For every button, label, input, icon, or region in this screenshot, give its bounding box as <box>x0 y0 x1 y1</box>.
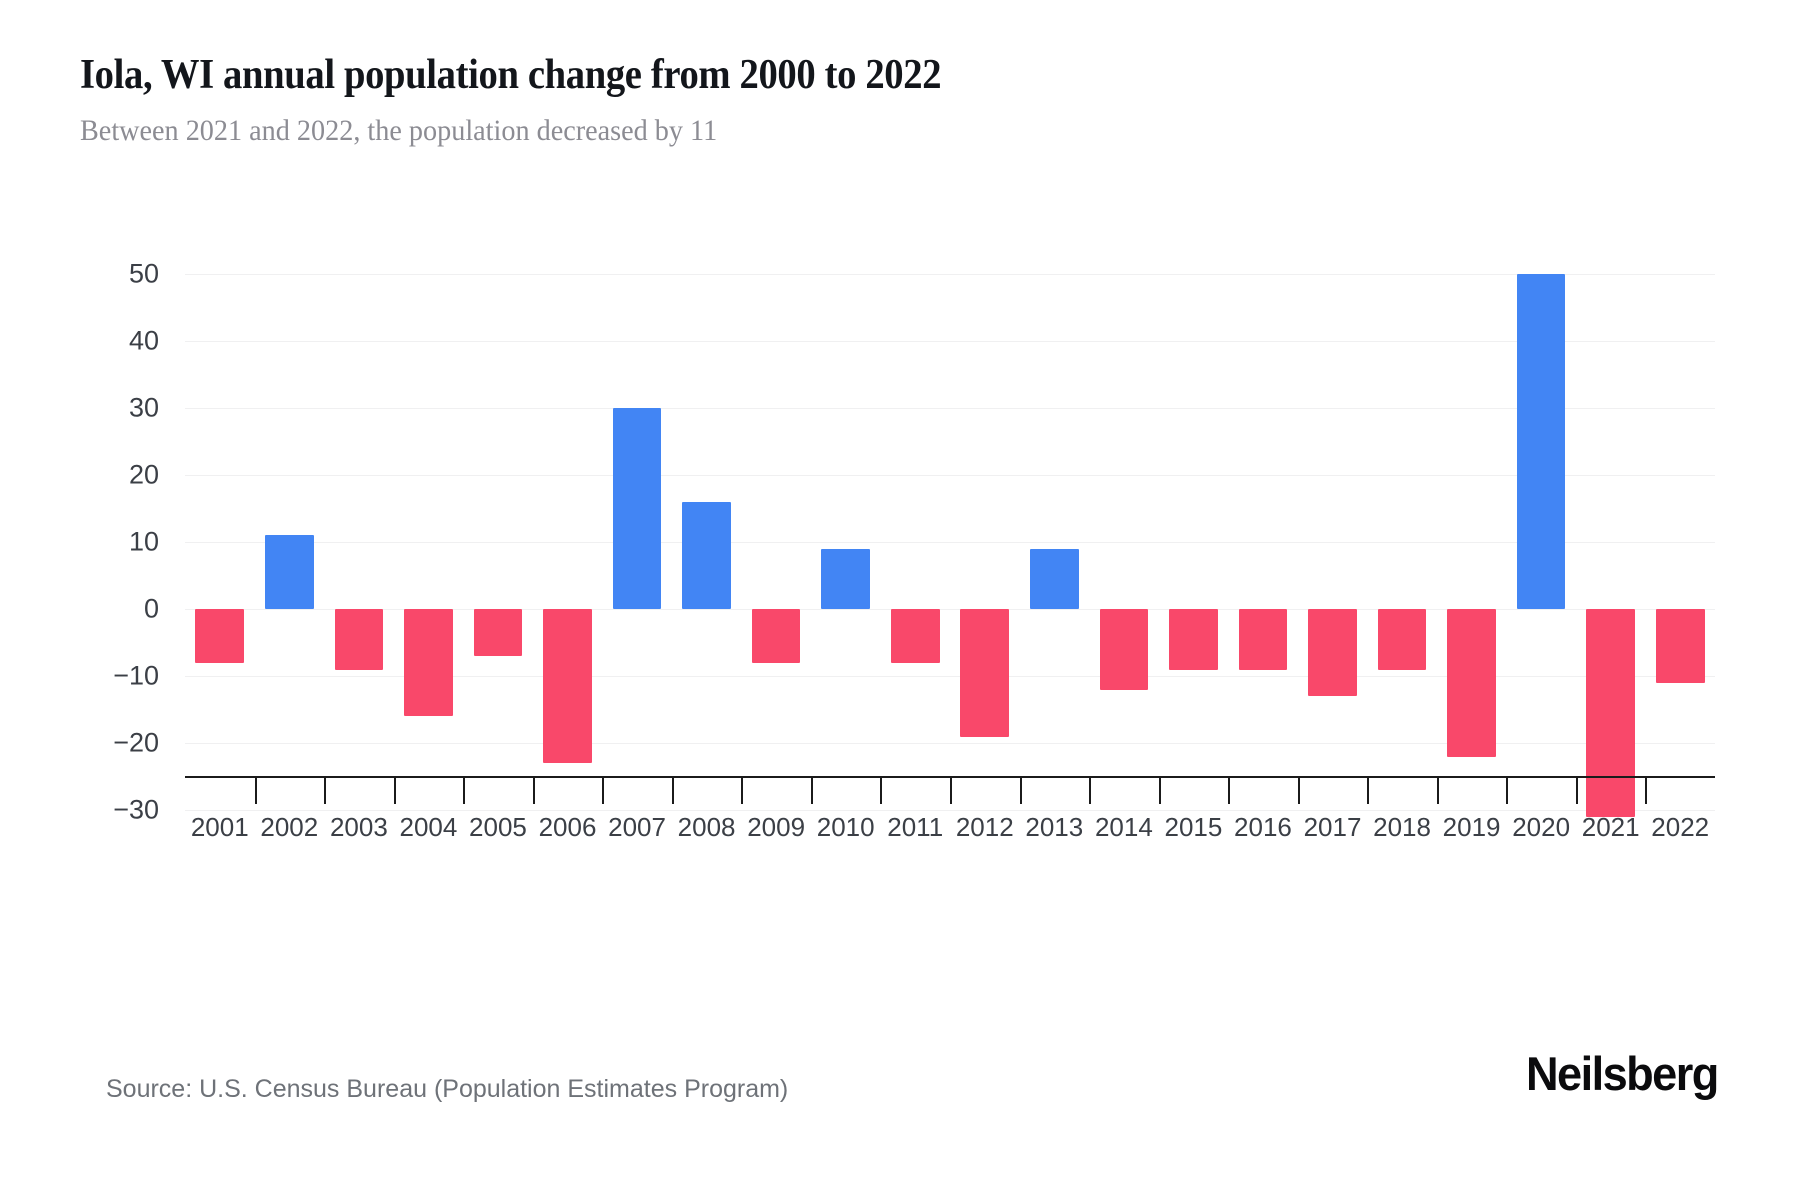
gridline <box>185 676 1715 678</box>
page-title: Iola, WI annual population change from 2… <box>80 52 942 98</box>
bar-2022[interactable] <box>1655 609 1705 683</box>
x-axis-tick <box>254 778 257 804</box>
gridline <box>185 407 1715 409</box>
y-axis-tick-label: 30 <box>128 392 159 423</box>
x-axis-tick-label: 2017 <box>1303 812 1362 842</box>
bar-2001[interactable] <box>195 609 245 663</box>
x-axis-tick-label: 2001 <box>190 812 249 842</box>
x-axis-tick-label: 2016 <box>1234 812 1292 842</box>
x-axis-tick <box>950 778 952 804</box>
plot-inner <box>185 240 1715 844</box>
x-axis-tick-label: 2002 <box>260 812 319 842</box>
x-axis-tick <box>1158 778 1161 804</box>
plot-area: 50 40 30 20 10 0 −10 −20 −30 <box>0 240 1800 880</box>
gridline <box>185 609 1715 611</box>
x-axis-tick-label: 2019 <box>1442 812 1501 842</box>
x-axis-tick-label: 2004 <box>399 812 458 842</box>
bar-2012[interactable] <box>960 609 1010 737</box>
x-axis-tick <box>532 778 535 804</box>
x-axis-tick-label: 2021 <box>1581 812 1640 842</box>
x-axis-tick <box>1367 778 1370 804</box>
bar-2020[interactable] <box>1516 273 1566 610</box>
bar-2005[interactable] <box>473 609 523 657</box>
bar-2017[interactable] <box>1308 609 1357 697</box>
x-axis-tick <box>1297 778 1300 804</box>
x-axis-tick <box>810 778 813 804</box>
bar-2019[interactable] <box>1447 609 1496 757</box>
y-axis-tick-label: −10 <box>113 660 159 691</box>
y-axis-tick-label: 40 <box>128 325 159 356</box>
y-axis-tick-label: 20 <box>128 459 159 490</box>
x-axis-labels: 2001 2002 2003 2004 2005 2006 2007 2008 2009 2010… <box>185 812 1715 852</box>
bar-2003[interactable] <box>334 609 384 670</box>
x-axis-tick-label: 2012 <box>955 812 1014 842</box>
x-axis-tick <box>1019 778 1022 804</box>
x-axis-tick <box>463 778 466 804</box>
chart-subtitle: Between 2021 and 2022, the population de… <box>80 114 718 148</box>
bar-2015[interactable] <box>1169 609 1218 670</box>
x-axis-tick <box>602 778 605 804</box>
x-axis-tick-label: 2003 <box>329 812 388 842</box>
x-axis-tick-label: 2010 <box>816 812 875 842</box>
x-axis-tick <box>1575 778 1578 804</box>
gridline <box>185 474 1715 476</box>
bar-2018[interactable] <box>1377 609 1427 670</box>
y-axis-tick-label: 10 <box>128 526 159 557</box>
source-note: Source: U.S. Census Bureau (Population E… <box>106 1075 789 1103</box>
bar-2011[interactable] <box>890 609 940 663</box>
bar-2009[interactable] <box>751 609 801 663</box>
gridline <box>185 542 1715 543</box>
bar-2010[interactable] <box>821 548 870 610</box>
x-axis-tick <box>324 778 327 804</box>
x-axis-tick-label: 2022 <box>1651 812 1710 842</box>
bar-2002[interactable] <box>264 535 314 610</box>
bar-2008[interactable] <box>682 501 731 610</box>
x-axis-tick <box>1089 778 1092 804</box>
x-axis-tick-label: 2007 <box>608 812 666 842</box>
gridline <box>185 810 1715 812</box>
x-axis-ticks <box>185 778 1715 804</box>
x-axis-tick <box>1436 778 1439 804</box>
x-axis-tick <box>671 778 674 804</box>
x-axis-tick <box>880 778 883 804</box>
x-axis-tick-label: 2013 <box>1025 812 1084 842</box>
y-axis-tick-label: −20 <box>113 727 159 758</box>
bar-series <box>185 240 1715 844</box>
bar-2006[interactable] <box>543 609 592 764</box>
bar-2013[interactable] <box>1029 548 1079 610</box>
x-axis-tick-label: 2014 <box>1094 812 1153 842</box>
y-axis-tick-label: 0 <box>143 593 159 624</box>
bar-2007[interactable] <box>612 407 662 610</box>
y-axis-labels: 50 40 30 20 10 0 −10 −20 −30 <box>0 240 160 844</box>
bar-2014[interactable] <box>1099 609 1149 690</box>
y-axis-tick-label: −30 <box>113 794 159 825</box>
chart-header: Iola, WI annual population change from 2… <box>80 52 1720 149</box>
x-axis-tick <box>1506 778 1509 804</box>
bar-2004[interactable] <box>404 609 453 717</box>
x-axis-tick-label: 2020 <box>1512 812 1571 842</box>
gridline <box>185 273 1715 275</box>
x-axis-tick-label: 2006 <box>538 812 597 842</box>
bar-2021[interactable] <box>1586 609 1635 818</box>
x-axis-tick-label: 2015 <box>1164 812 1223 842</box>
x-axis-tick-label: 2011 <box>887 812 944 842</box>
x-axis-tick <box>741 778 744 804</box>
gridline <box>185 340 1715 342</box>
x-axis-tick <box>1645 778 1648 804</box>
x-axis-tick <box>1228 778 1231 804</box>
x-axis-line <box>185 776 1715 778</box>
x-axis-tick-label: 2005 <box>469 812 527 842</box>
gridline <box>185 743 1715 745</box>
x-axis-tick-label: 2018 <box>1373 812 1431 842</box>
x-axis-tick-label: 2009 <box>747 812 806 842</box>
bar-2016[interactable] <box>1238 609 1288 670</box>
y-axis-tick-label: 50 <box>128 258 159 289</box>
brand-logo: Neilsberg <box>1526 1047 1719 1100</box>
x-axis-tick-label: 2008 <box>677 812 736 842</box>
x-axis-tick <box>393 778 396 804</box>
